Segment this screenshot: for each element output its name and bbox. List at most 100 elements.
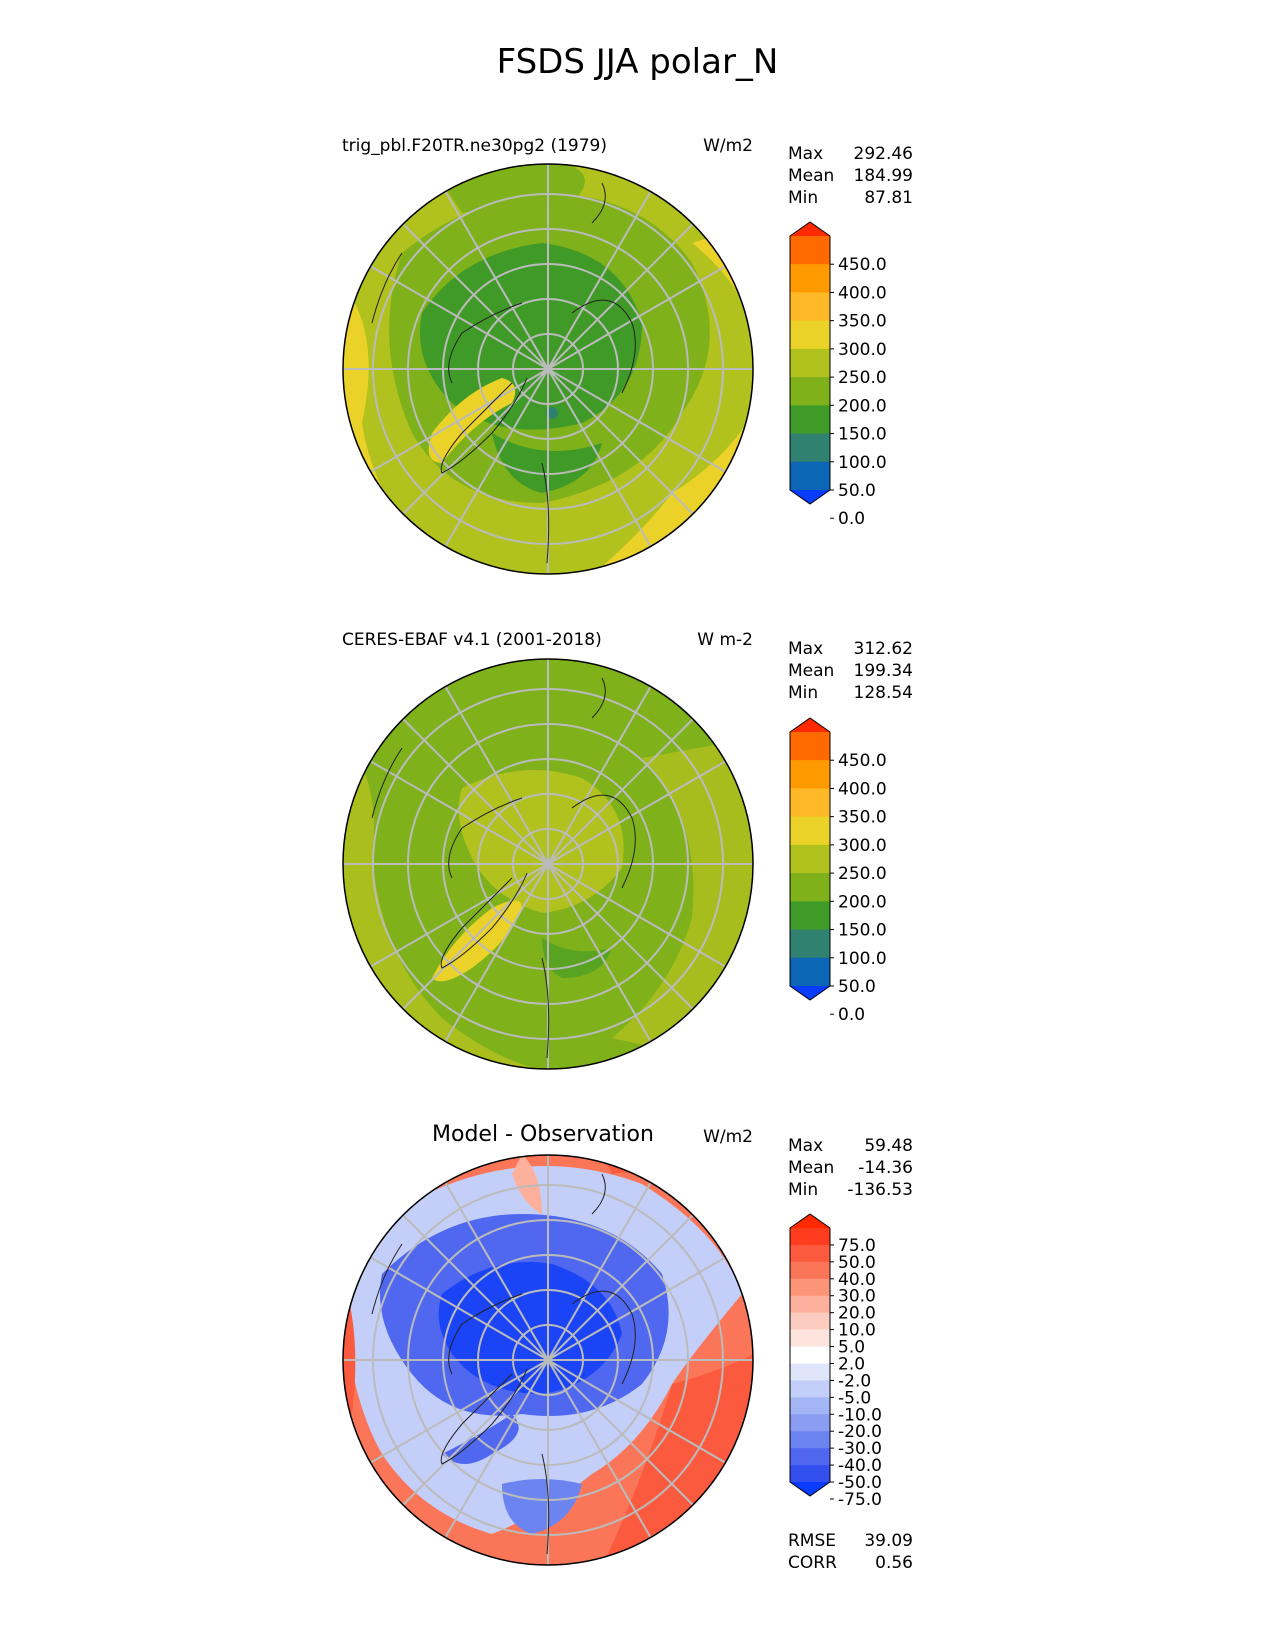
stat-label: CORR [788, 1553, 837, 1573]
panel-2-polar-map [342, 658, 754, 1070]
stat-label: Min [788, 188, 819, 208]
colorbar-tick-label: 20.0 [838, 1304, 876, 1324]
colorbar-segment [790, 461, 830, 491]
colorbar-tick-label: 350.0 [838, 808, 887, 828]
colorbar-segment [790, 1363, 830, 1381]
colorbar-tick-label: 300.0 [838, 340, 887, 360]
stat-label: Max [788, 1136, 824, 1156]
panel-2-units: W m-2 [697, 630, 753, 650]
colorbar-tick-label: 450.0 [838, 255, 887, 275]
figure-title: FSDS JJA polar_N [496, 42, 779, 82]
stat-value: 0.56 [875, 1553, 913, 1573]
colorbar-extend-top [790, 1214, 830, 1228]
panel-1-units: W/m2 [703, 136, 753, 156]
colorbar-segment [790, 957, 830, 987]
colorbar-segment [790, 1329, 830, 1348]
colorbar-tick-label: 30.0 [838, 1287, 876, 1307]
colorbar-segment [790, 433, 830, 463]
colorbar-tick-label: 40.0 [838, 1270, 876, 1290]
stat-value: 199.34 [853, 661, 913, 681]
panel-3-subtitle: Model - Observation [432, 1122, 654, 1147]
colorbar-tick-label: 0.0 [838, 1005, 865, 1025]
colorbar-segment [790, 348, 830, 378]
panel-2-stats: Max 312.62 Mean 199.34 Min 128.54 [788, 638, 913, 704]
panel-2-subtitle: CERES-EBAF v4.1 (2001-2018) [342, 630, 602, 650]
colorbar-tick-label: 75.0 [838, 1236, 876, 1256]
colorbar-tick-label: 150.0 [838, 425, 887, 445]
panel-1-polar-map [342, 163, 754, 575]
colorbar-segment [790, 405, 830, 435]
colorbar-segment [790, 292, 830, 322]
colorbar-segment [790, 1295, 830, 1314]
stat-value: 59.48 [864, 1136, 913, 1156]
panel-3-polar-map [342, 1154, 754, 1566]
colorbar-tick-label: -5.0 [838, 1388, 871, 1408]
stat-value: 39.09 [864, 1531, 913, 1551]
colorbar-tick-label: 5.0 [838, 1338, 865, 1358]
colorbar-segment [790, 844, 830, 874]
stat-label: Min [788, 683, 819, 703]
colorbar-extend-top [790, 718, 830, 732]
colorbar-segment [790, 1244, 830, 1263]
panel-1-subtitle: trig_pbl.F20TR.ne30pg2 (1979) [342, 136, 607, 156]
colorbar-segment [790, 264, 830, 293]
colorbar-tick-label: -20.0 [838, 1422, 882, 1442]
colorbar-extend-bottom [790, 1482, 830, 1496]
colorbar-tick-label: -10.0 [838, 1405, 882, 1425]
colorbar-segment [790, 1380, 830, 1398]
colorbar-segment [790, 1465, 830, 1483]
panel-1-colorbar: 450.0 400.0 350.0 300.0 250.0 200.0 150.0 100.0… [789, 221, 887, 529]
colorbar-tick-label: 350.0 [838, 312, 887, 332]
colorbar-extend-bottom [790, 490, 830, 504]
stat-value: 312.62 [853, 639, 913, 659]
colorbar-tick-label: 50.0 [838, 977, 876, 997]
colorbar-segment [790, 1261, 830, 1280]
stat-value: 87.81 [864, 188, 913, 208]
colorbar-tick-label: 200.0 [838, 396, 887, 416]
panel-3-colorbar: 75.050.040.030.020.010.05.02.0-2.0-5.0-1… [789, 1213, 882, 1510]
colorbar-tick-label: 100.0 [838, 949, 887, 969]
stat-label: RMSE [788, 1531, 837, 1551]
colorbar-tick-label: -75.0 [838, 1490, 882, 1510]
colorbar-segment [790, 320, 830, 350]
stat-value: 292.46 [853, 144, 913, 164]
colorbar-segment [790, 1278, 830, 1297]
colorbar-tick-label: 200.0 [838, 892, 887, 912]
colorbar-tick-label: 250.0 [838, 368, 887, 388]
colorbar-segment [790, 929, 830, 959]
colorbar-segment [790, 873, 830, 902]
panel-2-colorbar: 450.0 400.0 350.0 300.0 250.0 200.0 150.0 100.0… [789, 717, 887, 1025]
colorbar-segment [790, 1448, 830, 1466]
colorbar-segment [790, 1346, 830, 1364]
panel-3-stats: Max 59.48 Mean -14.36 Min -136.53 [788, 1135, 913, 1201]
colorbar-segment [790, 1431, 830, 1449]
stat-value: 184.99 [853, 166, 913, 186]
colorbar-tick-label: 150.0 [838, 921, 887, 941]
colorbar-tick-label: -30.0 [838, 1439, 882, 1459]
colorbar-tick-label: 100.0 [838, 453, 887, 473]
colorbar-segment [790, 377, 830, 406]
stat-label: Max [788, 639, 824, 659]
colorbar-extend-bottom [790, 986, 830, 1000]
colorbar-tick-label: -40.0 [838, 1456, 882, 1476]
colorbar-segment [790, 732, 830, 761]
colorbar-segment [790, 760, 830, 789]
colorbar-tick-label: -2.0 [838, 1371, 871, 1391]
panel-1-stats: Max 292.46 Mean 184.99 Min 87.81 [788, 143, 913, 209]
colorbar-tick-label: 450.0 [838, 751, 887, 771]
colorbar-tick-label: -50.0 [838, 1473, 882, 1493]
panel-3-extra-stats: RMSE 39.09 CORR 0.56 [788, 1530, 913, 1574]
colorbar-extend-top [790, 222, 830, 236]
colorbar-tick-label: 50.0 [838, 1253, 876, 1273]
colorbar-tick-label: 400.0 [838, 283, 887, 303]
stat-label: Min [788, 1180, 819, 1200]
colorbar-tick-label: 10.0 [838, 1321, 876, 1341]
stat-value: 128.54 [853, 683, 913, 703]
stat-value: -14.36 [858, 1158, 913, 1178]
stat-label: Max [788, 144, 824, 164]
colorbar-segment [790, 1397, 830, 1415]
colorbar-tick-label: 400.0 [838, 779, 887, 799]
colorbar-tick-label: 2.0 [838, 1354, 865, 1374]
colorbar-segment [790, 1228, 830, 1246]
colorbar-tick-label: 50.0 [838, 481, 876, 501]
